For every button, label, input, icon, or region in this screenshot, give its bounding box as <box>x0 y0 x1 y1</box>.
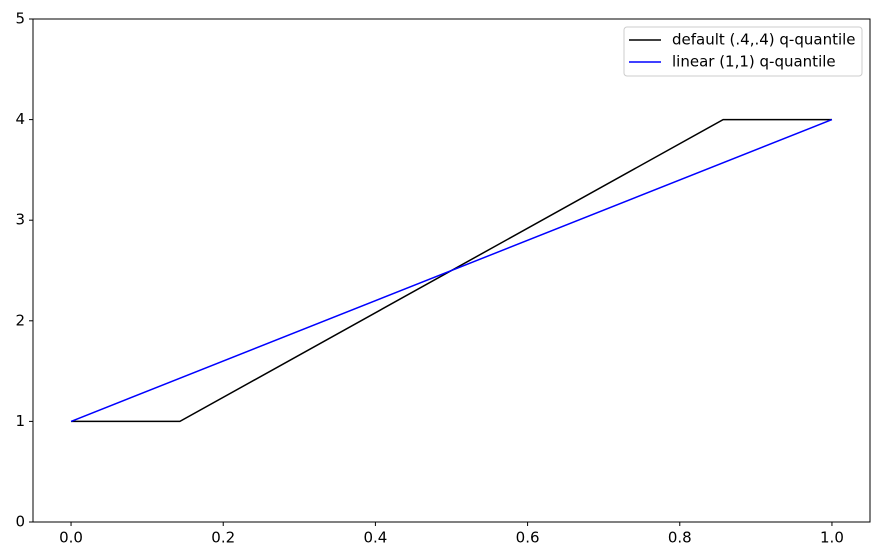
x-tick-label: 0.4 <box>363 529 387 547</box>
x-tick-label: 0.0 <box>59 529 83 547</box>
y-tick-label: 3 <box>15 211 25 229</box>
legend-label: linear (1,1) q-quantile <box>672 53 836 71</box>
y-tick-label: 2 <box>15 311 25 329</box>
x-tick-label: 0.2 <box>211 529 235 547</box>
x-tick-label: 0.8 <box>668 529 692 547</box>
y-tick-label: 5 <box>15 10 25 28</box>
data-line <box>70 118 833 423</box>
x-tick-label: 1.0 <box>820 529 844 547</box>
legend-box <box>623 26 863 77</box>
y-tick-label: 1 <box>15 412 25 430</box>
y-tick-label: 4 <box>15 110 25 128</box>
y-tick-label: 0 <box>15 513 25 531</box>
x-tick-label: 0.6 <box>516 529 540 547</box>
axes-frame <box>32 18 871 523</box>
legend-label: default (.4,.4) q-quantile <box>672 31 856 49</box>
